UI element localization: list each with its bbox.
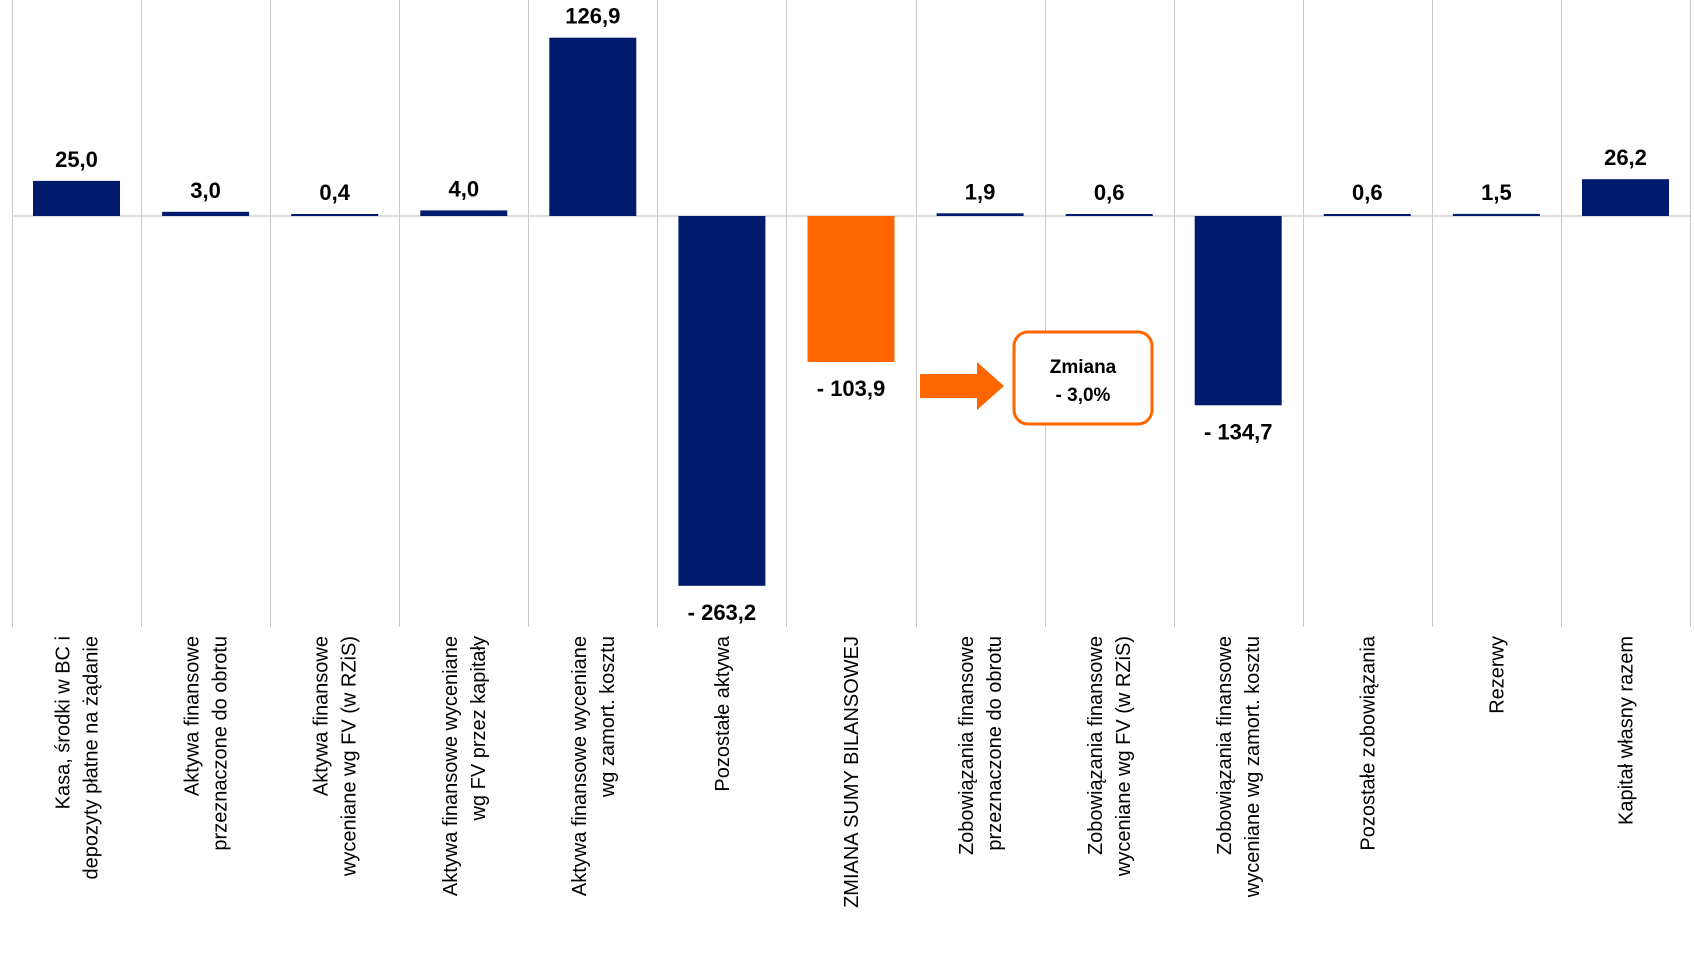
data-label: 1,9 bbox=[965, 179, 996, 204]
tick-label: Aktywa finansowe wyceniane wg FV przez ka… bbox=[440, 636, 490, 896]
change-arrow-icon bbox=[920, 362, 1004, 410]
change-annotation: Zmiana - 3,0% bbox=[920, 330, 1154, 426]
data-label: 0,6 bbox=[1094, 180, 1125, 205]
bar bbox=[420, 210, 508, 216]
data-label: - 103,9 bbox=[817, 376, 886, 401]
tick-label: Zobowiązania finansowe wyceniane wg zamor… bbox=[1214, 636, 1264, 898]
data-label: 126,9 bbox=[565, 4, 620, 29]
tick-label-line: ZMIANA SUMY BILANSOWEJ bbox=[841, 636, 863, 908]
tick-label-line: Rezerwy bbox=[1486, 636, 1508, 714]
tick-label-line: Zobowiązania finansowe bbox=[956, 636, 978, 855]
tick-label-line: wyceniane wg zamort. kosztu bbox=[1242, 636, 1264, 898]
tick-label: Aktywa finansowe przeznaczone do obrotu bbox=[182, 636, 232, 851]
bar bbox=[1452, 213, 1540, 216]
tick-label-line: Zobowiązania finansowe bbox=[1085, 636, 1107, 855]
tick-label-line: wg zamort. kosztu bbox=[597, 636, 619, 798]
tick-label-line: Pozostałe zobowiązania bbox=[1357, 635, 1379, 850]
bars bbox=[33, 37, 1669, 586]
category-labels: Kasa, środki w BC i depozyty płatne na żą… bbox=[53, 635, 1638, 908]
tick-label-line: wyceniane wg FV (w RZiS) bbox=[1113, 636, 1135, 877]
data-label: 0,4 bbox=[319, 180, 350, 205]
tick-label: Kasa, środki w BC i depozyty płatne na żą… bbox=[53, 636, 103, 880]
tick-label: Rezerwy bbox=[1486, 636, 1508, 714]
tick-label: ZMIANA SUMY BILANSOWEJ bbox=[841, 636, 863, 908]
data-label: 3,0 bbox=[190, 178, 221, 203]
bar bbox=[1582, 179, 1669, 216]
tick-label: Aktywa finansowe wyceniane wg FV (w RZiS) bbox=[311, 636, 361, 877]
bar bbox=[1194, 216, 1282, 406]
data-label: - 263,2 bbox=[688, 600, 757, 625]
tick-label-line: przeznaczone do obrotu bbox=[984, 636, 1006, 851]
tick-label-line: Aktywa finansowe bbox=[182, 636, 204, 796]
tick-label-line: przeznaczone do obrotu bbox=[210, 636, 232, 851]
data-label: 0,6 bbox=[1352, 180, 1383, 205]
bar bbox=[291, 214, 379, 216]
tick-label-line: Kasa, środki w BC i bbox=[53, 636, 75, 809]
bar bbox=[1065, 214, 1153, 216]
change-callout-value: - 3,0% bbox=[1056, 385, 1111, 406]
data-label: - 134,7 bbox=[1204, 419, 1273, 444]
bar bbox=[162, 211, 250, 216]
tick-label-line: Aktywa finansowe wyceniane bbox=[569, 636, 591, 896]
data-label: 26,2 bbox=[1604, 145, 1647, 170]
tick-label: Aktywa finansowe wyceniane wg zamort. kos… bbox=[569, 636, 619, 896]
tick-label-line: depozyty płatne na żądanie bbox=[81, 636, 103, 880]
bar bbox=[807, 216, 895, 362]
tick-label-line: Zobowiązania finansowe bbox=[1214, 636, 1236, 855]
tick-label-line: wg FV przez kapitały bbox=[468, 636, 490, 822]
tick-label: Pozostałe zobowiązania bbox=[1357, 635, 1379, 850]
change-callout-title: Zmiana bbox=[1050, 357, 1117, 378]
bar bbox=[33, 180, 120, 216]
data-label: 25,0 bbox=[55, 147, 98, 172]
tick-label: Zobowiązania finansowe przeznaczone do ob… bbox=[956, 636, 1006, 855]
tick-label: Zobowiązania finansowe wyceniane wg FV (w… bbox=[1085, 636, 1135, 877]
bar bbox=[549, 37, 637, 217]
bar bbox=[936, 213, 1024, 216]
tick-label-line: Kapitał własny razem bbox=[1616, 636, 1638, 825]
chart-gridlines bbox=[12, 0, 1691, 627]
value-labels: 25,0 3,0 0,4 4,0 126,9 - 263,2 - 103,9 1,9 0,6 - … bbox=[55, 4, 1647, 625]
tick-label-line: Aktywa finansowe wyceniane bbox=[440, 636, 462, 896]
tick-label: Kapitał własny razem bbox=[1616, 636, 1638, 825]
tick-label-line: Aktywa finansowe bbox=[311, 636, 333, 796]
tick-label: Pozostałe aktywa bbox=[712, 635, 734, 792]
bar bbox=[1323, 214, 1411, 216]
data-label: 1,5 bbox=[1481, 180, 1512, 205]
change-callout-box bbox=[1012, 330, 1154, 426]
tick-label-line: wyceniane wg FV (w RZiS) bbox=[339, 636, 361, 877]
bar bbox=[678, 216, 766, 586]
data-label: 4,0 bbox=[449, 176, 480, 201]
tick-label-line: Pozostałe aktywa bbox=[712, 635, 734, 792]
